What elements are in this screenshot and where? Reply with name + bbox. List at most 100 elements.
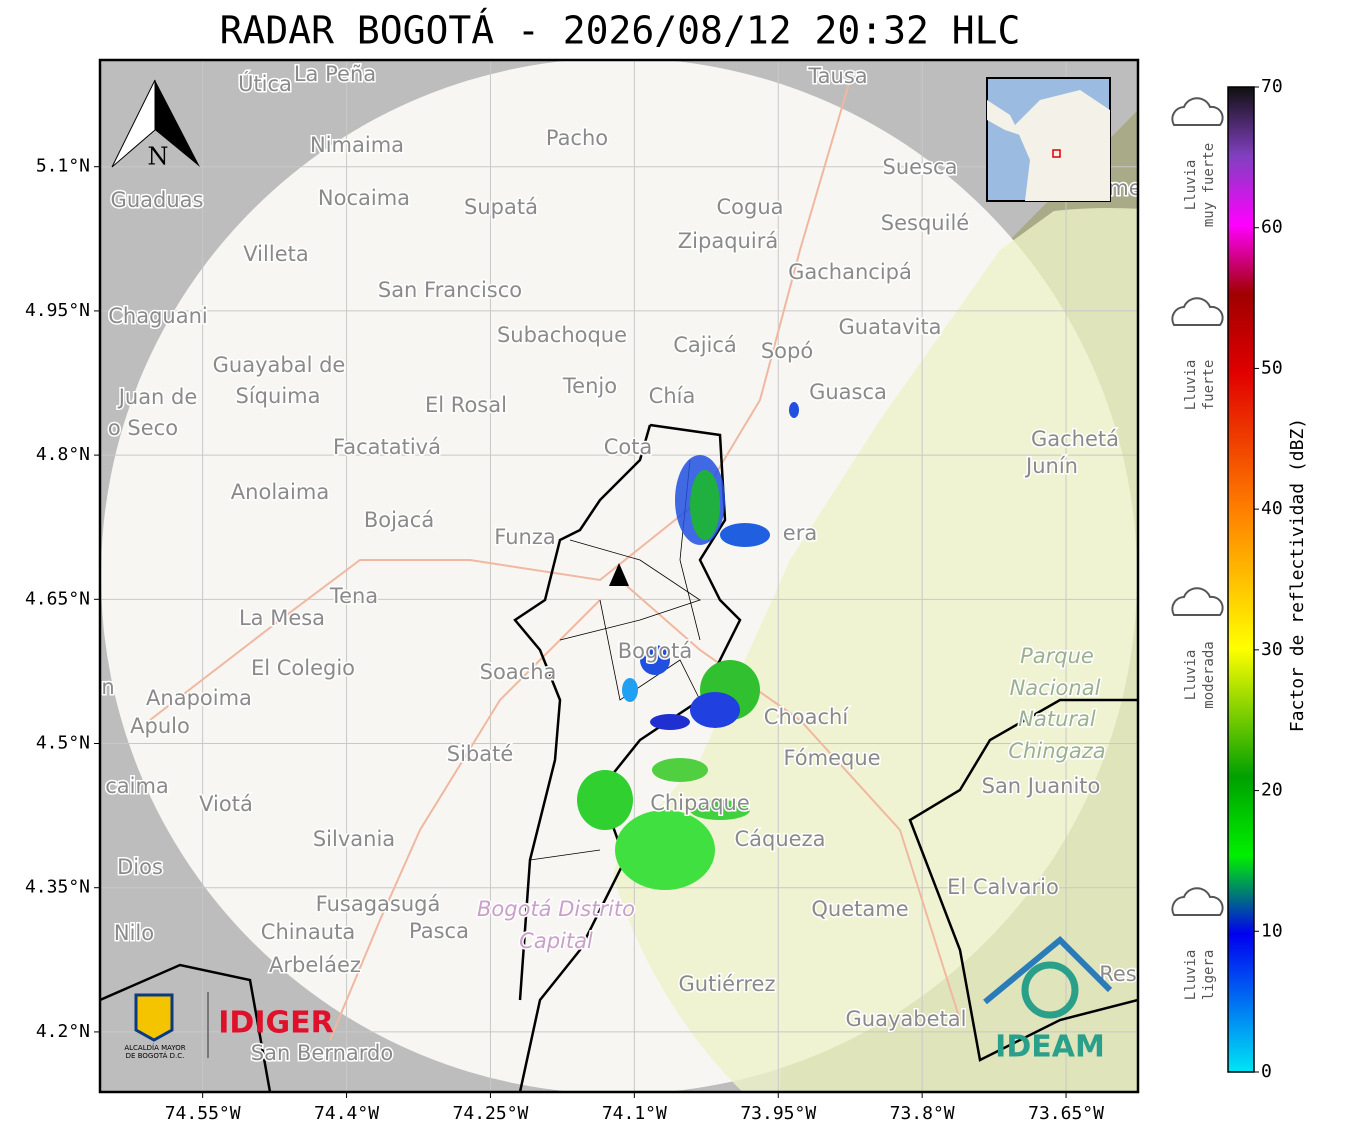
map: Útica La Peña Tausa Pacho Nimaima Suesca Guadu…: [100, 60, 1141, 1092]
place-label: San Juanito: [982, 774, 1101, 798]
logo-text: DE BOGOTÁ D.C.: [126, 1051, 185, 1060]
place-label: Sesquilé: [881, 211, 969, 235]
colorbar-label: Factor de reflectividad (dBZ): [1287, 418, 1308, 732]
place-label: Sibaté: [447, 742, 514, 766]
graticule: [100, 60, 1138, 1092]
place-label: Bojacá: [364, 508, 434, 532]
place-label: Juan de: [117, 385, 198, 409]
colorbar-tick-label: 30: [1261, 639, 1283, 660]
x-tick-label: 73.8°W: [890, 1103, 955, 1124]
place-label: Arbeláez: [269, 953, 361, 977]
place-label: El Rosal: [425, 393, 507, 417]
colorbar-tick-label: 50: [1261, 357, 1283, 378]
place-label: Chaguani: [108, 304, 208, 328]
place-label: Suesca: [883, 155, 958, 179]
weather-icon: [1171, 887, 1224, 916]
colorbar-tick-label: 20: [1261, 780, 1283, 801]
place-label: Anolaima: [231, 480, 329, 504]
colorbar-tick-label: 40: [1261, 498, 1283, 519]
colorbar-tick-label: 0: [1261, 1061, 1272, 1082]
colorbar-tick-label: 10: [1261, 920, 1283, 941]
place-labels: Útica La Peña Tausa Pacho Nimaima Suesca Guadu…: [100, 61, 1141, 1067]
radar-site: [609, 563, 629, 586]
rain-label: Lluvia: [1183, 950, 1199, 1001]
rain-label: fuerte: [1201, 360, 1217, 411]
place-label: Silvania: [313, 827, 395, 851]
y-tick-label: 4.95°N: [25, 300, 90, 321]
place-label: o Seco: [108, 416, 178, 440]
y-tick-label: 4.2°N: [36, 1021, 90, 1042]
place-label: Gachetá: [1031, 427, 1119, 451]
alcaldia-logo: ALCALDÍA MAYOR DE BOGOTÁ D.C. IDIGER: [124, 992, 334, 1060]
roads: [149, 79, 961, 1041]
rain-label: Lluvia: [1183, 360, 1199, 411]
y-tick-label: 4.35°N: [25, 877, 90, 898]
place-label: Fusagasugá: [316, 892, 441, 916]
x-tick-label: 73.65°W: [1028, 1103, 1104, 1124]
place-label: La Mesa: [239, 606, 325, 630]
title: RADAR BOGOTÁ - 2026/08/12 20:32 HLC: [220, 9, 1021, 53]
place-label: Dios: [117, 855, 163, 879]
rain-label: moderada: [1201, 641, 1217, 708]
place-label: Funza: [494, 525, 555, 549]
x-tick-label: 74.1°W: [602, 1103, 667, 1124]
x-tick-label: 74.25°W: [453, 1103, 529, 1124]
place-label: Chía: [649, 384, 696, 408]
place-label: Zipaquirá: [678, 229, 778, 253]
place-label: Villeta: [243, 242, 308, 266]
x-tick-label: 73.95°W: [740, 1103, 816, 1124]
place-label: Gachancipá: [788, 260, 912, 284]
logo-text: ALCALDÍA MAYOR: [124, 1043, 185, 1052]
y-tick-label: 4.8°N: [36, 444, 90, 465]
weather-icon: [1171, 587, 1224, 616]
place-label: Junín: [1024, 454, 1078, 478]
place-label: Guayabal de: [213, 353, 346, 377]
place-label: Soacha: [480, 660, 557, 684]
logo-text: IDIGER: [218, 1006, 333, 1041]
place-label: Tenjo: [562, 374, 617, 398]
place-label: La Peña: [294, 62, 376, 86]
place-label: Cáqueza: [735, 827, 826, 851]
place-label: Viotá: [199, 792, 253, 816]
place-label: Nocaima: [318, 186, 410, 210]
place-label: Guayabetal: [846, 1007, 967, 1031]
place-label: Nilo: [114, 921, 154, 945]
place-label: Guatavita: [839, 315, 942, 339]
north-label: N: [148, 143, 169, 171]
place-label: caima: [105, 774, 169, 798]
place-label: Chinauta: [261, 920, 355, 944]
map-frame: [98, 58, 1140, 1094]
place-label: Bogotá: [618, 639, 693, 663]
rain-label: Lluvia: [1183, 160, 1199, 211]
place-label: Cota: [604, 435, 653, 459]
x-tick-label: 74.4°W: [314, 1103, 379, 1124]
colorbar-tick-label: 70: [1261, 76, 1283, 97]
ideam-logo: IDEAM: [983, 935, 1113, 1065]
place-label: Cogua: [716, 195, 783, 219]
weather-icon: [1171, 97, 1224, 126]
colorbar-tick-label: 60: [1261, 217, 1283, 238]
rain-label: ligera: [1201, 950, 1217, 1001]
colorbar: [1227, 86, 1255, 1073]
place-label: era: [783, 521, 817, 545]
place-label: me: [1108, 176, 1141, 200]
place-label: Subachoque: [497, 323, 627, 347]
place-label: Natural: [1018, 707, 1096, 731]
place-label: Chingaza: [1008, 739, 1105, 763]
y-tick-label: 4.5°N: [36, 733, 90, 754]
place-label: El Colegio: [251, 656, 355, 680]
y-tick-label: 4.65°N: [25, 588, 90, 609]
place-label: Supatá: [464, 195, 538, 219]
place-label: Pacho: [546, 126, 608, 150]
place-label: Capital: [519, 929, 593, 953]
place-label: Nacional: [1010, 676, 1101, 700]
place-label: Pasca: [409, 919, 469, 943]
logo-text: IDEAM: [995, 1030, 1105, 1065]
place-label: Guaduas: [111, 188, 204, 212]
weather-icon: [1171, 297, 1224, 326]
place-label: Cajicá: [673, 333, 737, 357]
rain-echoes: [577, 402, 799, 890]
place-label: Síquima: [236, 384, 321, 408]
